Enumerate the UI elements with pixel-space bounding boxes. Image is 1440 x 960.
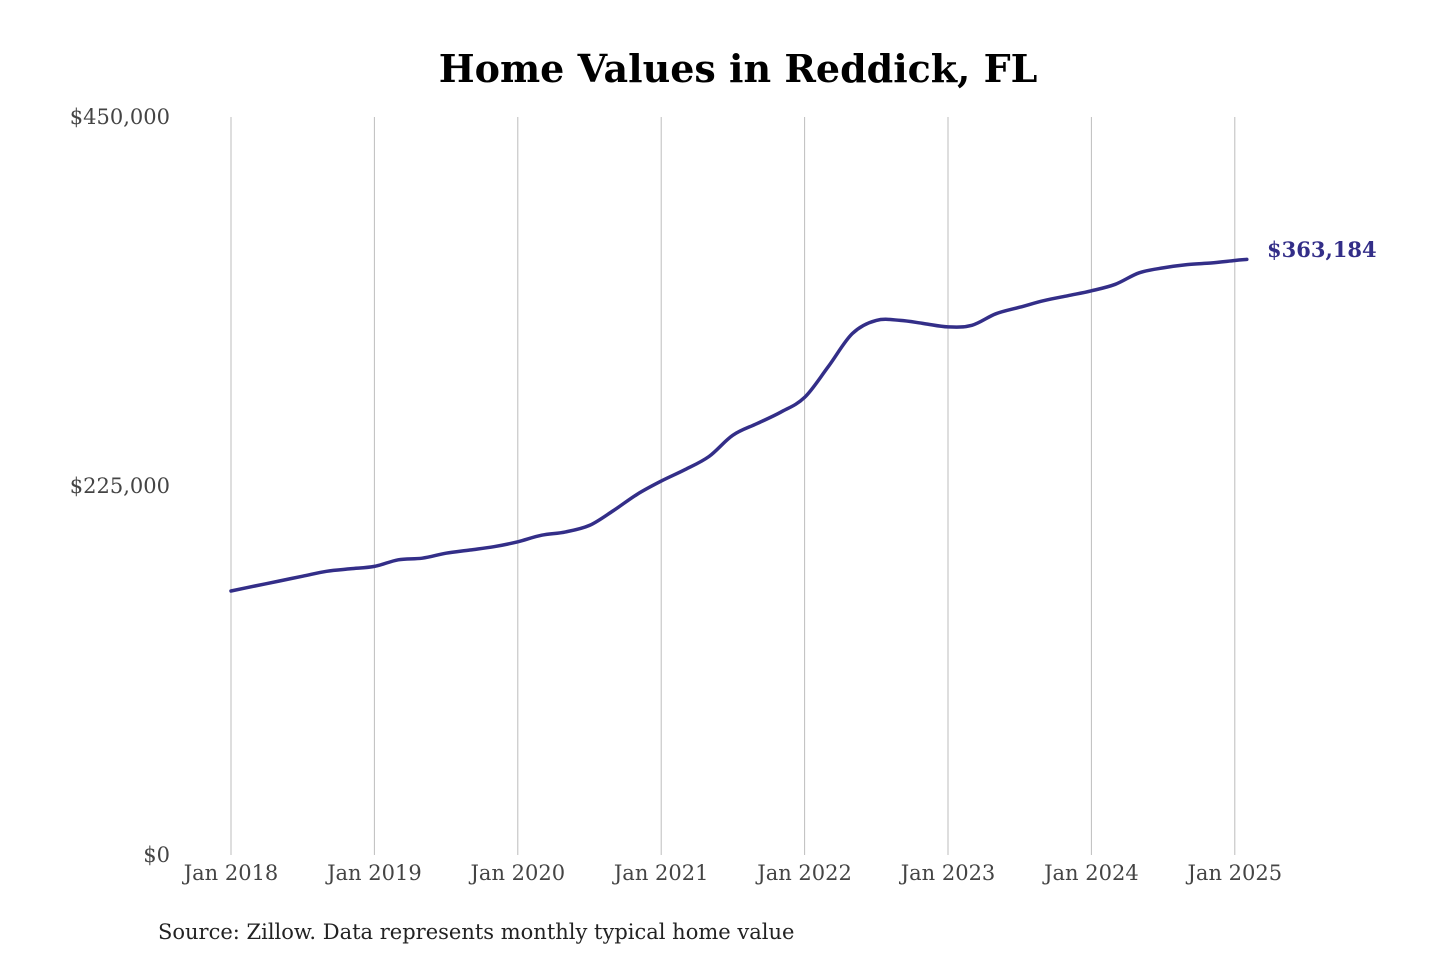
x-tick-label: Jan 2018	[182, 861, 279, 885]
x-tick-label: Jan 2022	[755, 861, 852, 885]
x-tick-label: Jan 2021	[612, 861, 709, 885]
x-tick-label: Jan 2024	[1042, 861, 1139, 885]
latest-value-label: $363,184	[1267, 237, 1377, 262]
x-tick-label: Jan 2023	[899, 861, 996, 885]
x-tick-label: Jan 2020	[469, 861, 566, 885]
x-tick-label: Jan 2019	[325, 861, 422, 885]
y-axis-ticks: $0 $225,000 $450,000	[70, 105, 170, 867]
home-value-line	[229, 257, 1249, 593]
series-layer	[229, 257, 1249, 593]
source-note: Source: Zillow. Data represents monthly …	[158, 920, 794, 944]
vertical-gridlines	[230, 117, 1236, 855]
x-tick-label: Jan 2025	[1186, 861, 1283, 885]
y-tick-label: $450,000	[70, 105, 170, 129]
y-tick-label: $0	[143, 843, 170, 867]
x-axis-ticks: Jan 2018 Jan 2019 Jan 2020 Jan 2021 Jan 2022…	[182, 861, 1282, 885]
y-tick-label: $225,000	[70, 474, 170, 498]
chart-title: Home Values in Reddick, FL	[439, 46, 1038, 91]
